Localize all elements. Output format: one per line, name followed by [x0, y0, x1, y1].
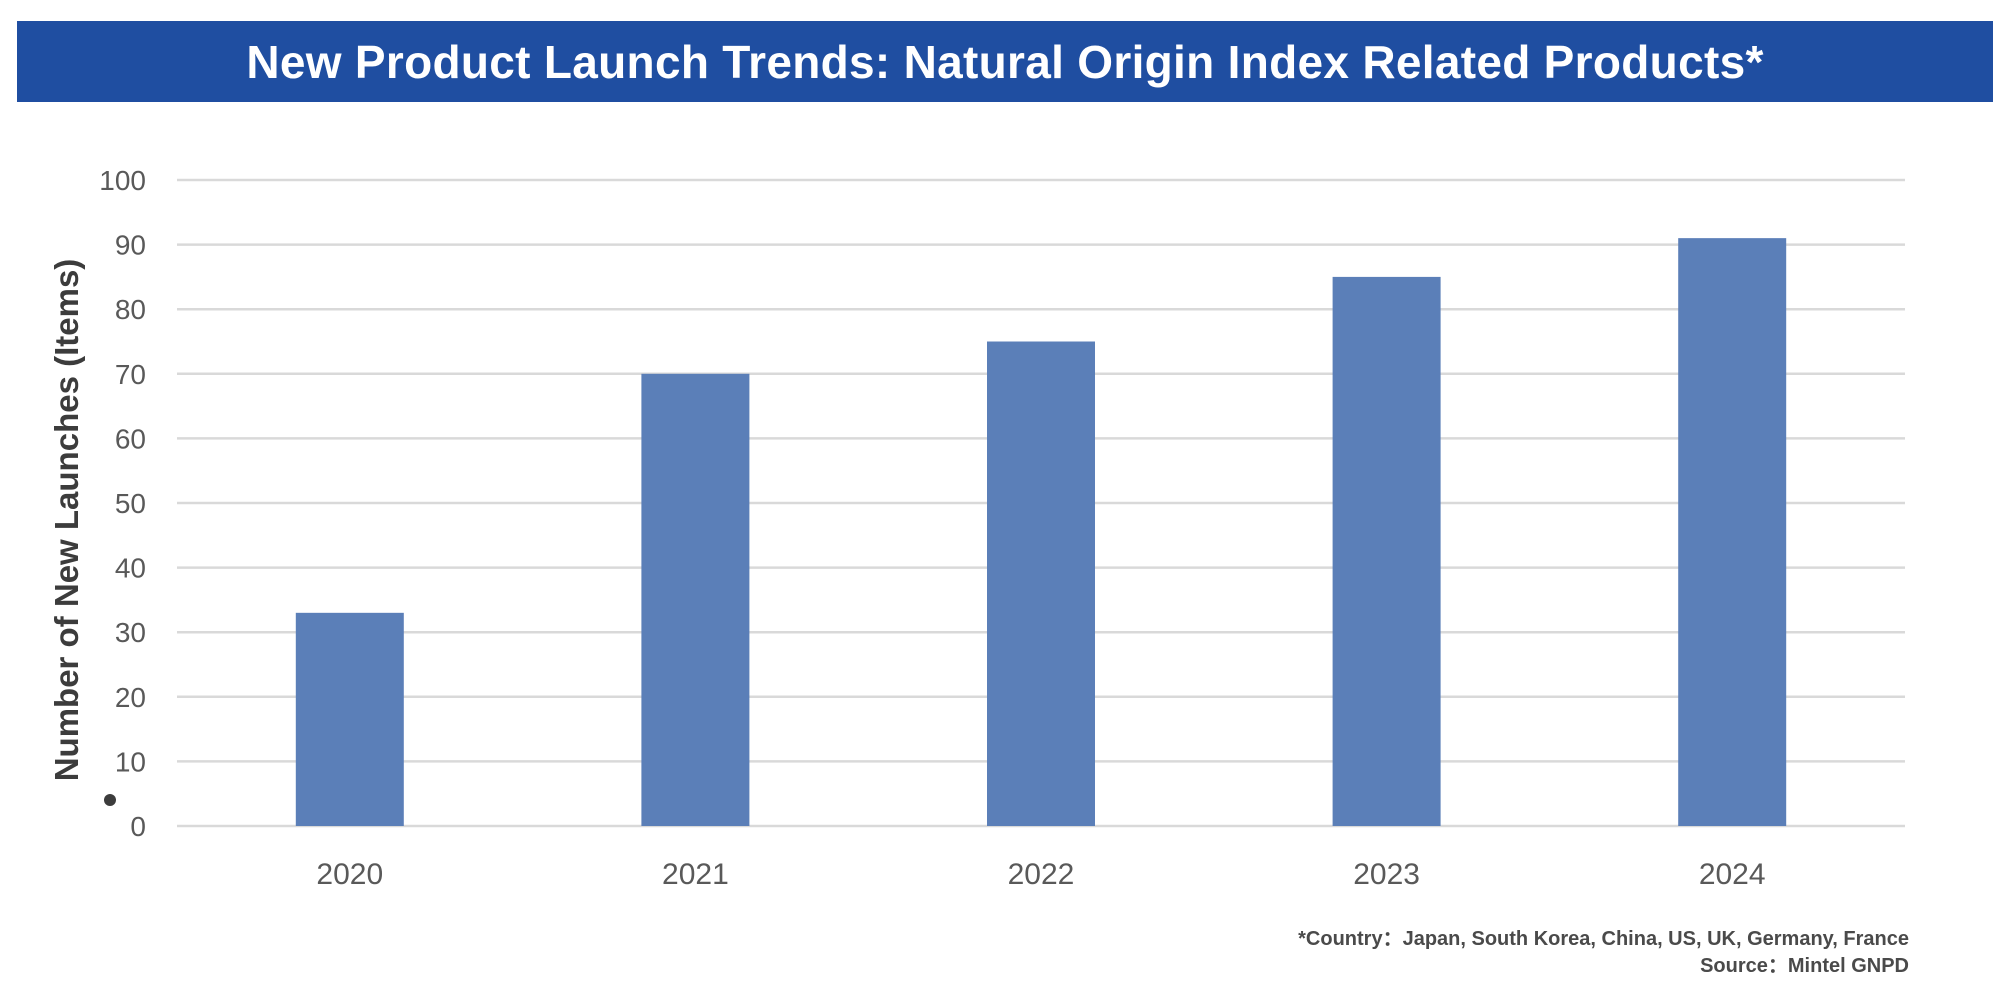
y-tick-label: 40 — [115, 553, 146, 584]
x-tick-label: 2022 — [1008, 858, 1075, 891]
y-tick-label: 60 — [115, 423, 146, 454]
y-tick-label: 70 — [115, 359, 146, 390]
bar-2022 — [987, 341, 1095, 826]
x-tick-label: 2020 — [316, 858, 383, 891]
x-tick-label: 2023 — [1353, 858, 1420, 891]
y-tick-label: 10 — [115, 746, 146, 777]
x-tick-label: 2024 — [1699, 858, 1766, 891]
y-axis-ticks: 0 10 20 30 40 50 60 70 80 90 100 — [99, 165, 146, 842]
bar-2020 — [295, 612, 404, 826]
bar-2021 — [641, 373, 750, 826]
bars — [295, 238, 1787, 826]
y-tick-label: 50 — [115, 488, 146, 519]
x-tick-label: 2021 — [662, 858, 729, 891]
y-tick-label: 0 — [130, 811, 146, 842]
y-tick-label: 90 — [115, 230, 146, 261]
bar-2023 — [1332, 276, 1441, 826]
bar-2024 — [1678, 238, 1787, 826]
y-tick-label: 20 — [115, 682, 146, 713]
bullet-marker — [104, 794, 116, 806]
y-tick-label: 80 — [115, 294, 146, 325]
y-axis-label: Number of New Launches (Items) — [48, 259, 85, 782]
title-bar: New Product Launch Trends: Natural Origi… — [17, 21, 1993, 102]
y-tick-label: 30 — [115, 617, 146, 648]
chart-title: New Product Launch Trends: Natural Origi… — [246, 35, 1764, 88]
y-tick-label: 100 — [99, 165, 146, 196]
footnote-country: *Country：Japan, South Korea, China, US, … — [1298, 928, 1909, 950]
x-axis-ticks: 2020 2021 2022 2023 2024 — [316, 858, 1765, 891]
footnote-source: Source：Mintel GNPD — [1700, 955, 1909, 977]
